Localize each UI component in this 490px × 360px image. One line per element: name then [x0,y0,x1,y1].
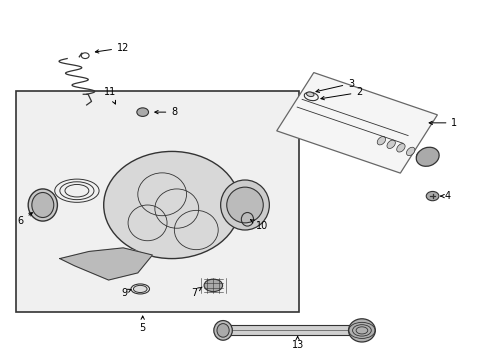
Ellipse shape [227,187,263,223]
Ellipse shape [407,147,415,156]
Ellipse shape [387,140,395,148]
Circle shape [137,108,148,116]
Ellipse shape [220,180,270,230]
Circle shape [426,192,439,201]
Text: 7: 7 [191,287,202,297]
Bar [16,91,298,312]
Ellipse shape [416,151,425,159]
Text: 10: 10 [250,220,268,231]
Text: 13: 13 [292,337,304,350]
Ellipse shape [416,147,439,166]
Circle shape [81,53,89,59]
Text: 12: 12 [96,43,129,53]
Ellipse shape [214,320,232,340]
Ellipse shape [204,279,222,292]
Ellipse shape [217,324,229,337]
Text: 6: 6 [18,213,32,226]
Ellipse shape [133,285,147,293]
Ellipse shape [28,189,57,221]
Text: 5: 5 [140,316,146,333]
Text: 4: 4 [441,191,450,201]
Ellipse shape [377,136,386,145]
Polygon shape [60,248,152,280]
Ellipse shape [307,92,314,96]
Text: 9: 9 [121,288,131,297]
Text: 2: 2 [321,87,363,100]
Ellipse shape [32,193,54,217]
Ellipse shape [348,319,375,342]
Text: 3: 3 [316,78,354,93]
Text: 8: 8 [155,107,177,117]
Text: 1: 1 [429,118,458,128]
Ellipse shape [397,144,405,152]
Text: 11: 11 [104,87,116,104]
Ellipse shape [104,152,240,258]
Bar [225,325,352,336]
Bar [277,73,438,173]
